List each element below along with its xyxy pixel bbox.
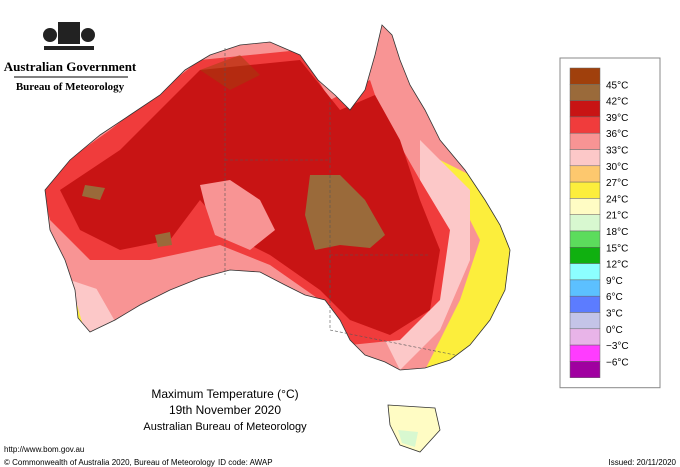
legend-label: 3°C [606,309,623,320]
legend-label: 0°C [606,325,623,336]
legend-swatch [569,230,601,248]
legend-swatch [569,247,601,264]
legend-label: 36°C [606,129,628,140]
agency: Bureau of Meteorology [16,81,125,93]
legend-swatch [569,116,601,134]
legend-swatch [569,67,601,85]
legend-label: 42°C [606,97,628,108]
legend-swatch [569,263,601,281]
map-date: 19th November 2020 [169,403,281,417]
state-borders [224,48,456,356]
legend-swatch [569,312,601,330]
legend-swatch [569,214,601,232]
legend-swatch [569,165,601,183]
legend-swatch [569,100,601,118]
map-source: Australian Bureau of Meteorology [143,421,307,433]
id-code: ID code: AWAP [218,458,273,467]
government: Australian Government [4,59,137,74]
legend-swatch [569,181,601,199]
legend-swatch [569,328,601,346]
legend: 45°C 42°C 39°C 36°C 33°C 30°C 27°C 24°C 21°C 18°C… [559,57,661,389]
legend-swatch [569,361,601,378]
legend-label: 39°C [606,113,628,124]
tasmania-cool [398,430,418,447]
legend-label: 45°C [606,80,628,91]
url: http://www.bom.gov.au [4,445,84,454]
map-title: Maximum Temperature (°C) [151,387,298,401]
legend-swatch [569,295,601,313]
legend-label: −6°C [606,357,629,368]
coastline [44,24,511,371]
legend-label: −3°C [606,341,629,352]
legend-swatch [569,198,601,215]
copyright: © Commonwealth of Australia 2020, Bureau… [4,458,215,467]
legend-label: 15°C [606,243,628,254]
legend-label: 21°C [606,211,628,222]
legend-swatch [569,149,601,167]
legend-label: 30°C [606,162,628,173]
legend-label: 27°C [606,178,628,189]
legend-swatch [569,279,601,297]
legend-label: 18°C [606,227,628,238]
legend-label: 6°C [606,292,623,303]
tasmania [387,404,441,453]
legend-label: 9°C [606,276,623,287]
legend-label: 24°C [606,194,628,205]
emblem [43,22,95,50]
legend-swatch [569,84,601,101]
legend-swatch [569,344,601,362]
legend-label: 33°C [606,146,628,157]
legend-label: 12°C [606,260,628,271]
issued: Issued: 20/11/2020 [609,458,677,467]
legend-swatch [569,132,601,150]
